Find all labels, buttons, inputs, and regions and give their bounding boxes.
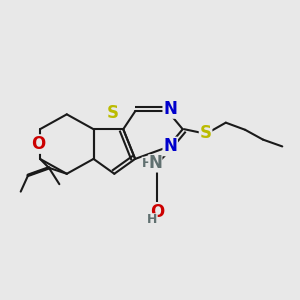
Text: N: N (148, 154, 162, 172)
Text: S: S (200, 124, 211, 142)
Text: S: S (107, 104, 119, 122)
Text: H: H (142, 157, 152, 170)
Text: H: H (147, 213, 158, 226)
Text: O: O (150, 203, 165, 221)
Text: N: N (163, 137, 177, 155)
Text: N: N (163, 100, 177, 118)
Text: O: O (32, 135, 46, 153)
